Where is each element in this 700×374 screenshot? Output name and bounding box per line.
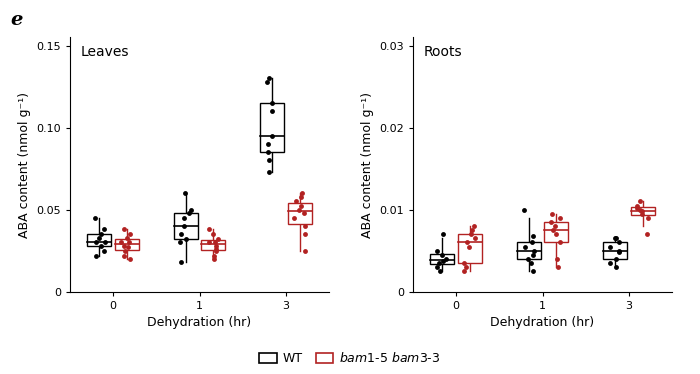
Legend: WT, $\it{bam1}$-$\it{5\ bam3}$-$\it{3}$: WT, $\it{bam1}$-$\it{5\ bam3}$-$\it{3}$ (254, 346, 446, 370)
Y-axis label: ABA content (nmol g⁻¹): ABA content (nmol g⁻¹) (360, 92, 374, 237)
Text: e: e (10, 11, 23, 29)
Bar (458, 234, 482, 263)
Bar (603, 242, 627, 259)
Bar (201, 240, 225, 250)
Bar (430, 254, 454, 264)
Bar (544, 222, 568, 242)
Bar (288, 203, 312, 224)
Bar (260, 103, 284, 152)
Bar (88, 234, 111, 246)
Y-axis label: ABA content (nmol g⁻¹): ABA content (nmol g⁻¹) (18, 92, 31, 237)
Bar (174, 213, 198, 239)
X-axis label: Dehydration (hr): Dehydration (hr) (491, 316, 594, 329)
Text: Roots: Roots (424, 45, 462, 59)
Text: Leaves: Leaves (80, 45, 129, 59)
Bar (517, 242, 541, 259)
X-axis label: Dehydration (hr): Dehydration (hr) (148, 316, 251, 329)
Bar (631, 208, 655, 215)
Bar (115, 239, 139, 250)
